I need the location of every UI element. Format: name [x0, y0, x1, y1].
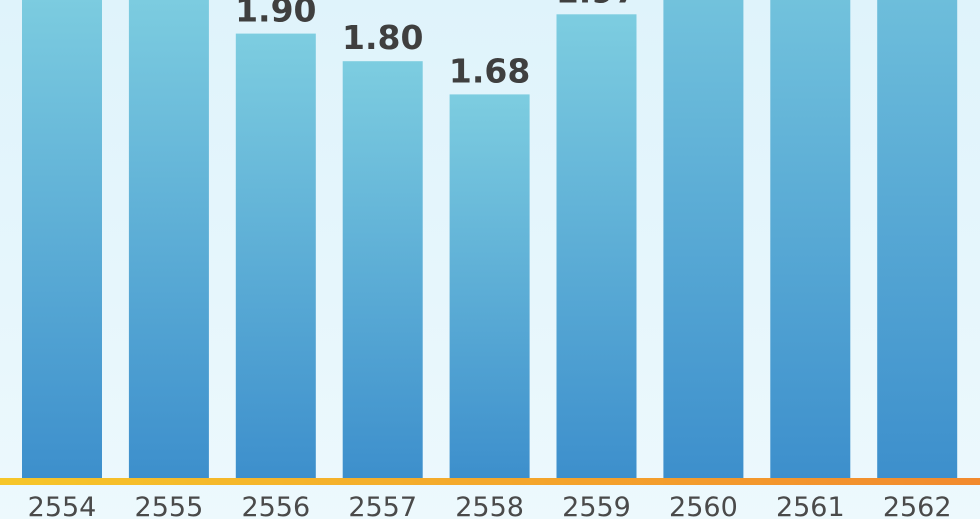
- x-tick-label-2557: 2557: [348, 492, 417, 519]
- bar-2558: [449, 94, 530, 479]
- x-tick-label-2554: 2554: [28, 492, 97, 519]
- bar-2556: [235, 33, 316, 478]
- x-axis-baseline: [0, 478, 980, 485]
- bar-2561: [770, 0, 851, 479]
- bar-2557: [342, 61, 423, 478]
- bar-2555: [128, 0, 209, 478]
- bars-group: [22, 0, 958, 479]
- value-labels-group: 2.062.051.901.801.681.972.392.402.59: [235, 0, 637, 90]
- bar-2559: [556, 14, 637, 479]
- value-label-2556: 1.90: [235, 0, 316, 30]
- x-tick-label-2559: 2559: [562, 492, 631, 519]
- bar-2560: [663, 0, 744, 478]
- bar-2562: [877, 0, 958, 478]
- value-label-2559: 1.97: [556, 0, 637, 10]
- x-tick-label-2556: 2556: [241, 492, 310, 519]
- x-tick-label-2560: 2560: [669, 492, 738, 519]
- x-tick-labels-group: 2554 2555 2556 2557 2558 2559 2560 2561 2562: [28, 492, 952, 519]
- value-label-2557: 1.80: [342, 18, 423, 57]
- bar-2554: [22, 0, 102, 478]
- value-label-2558: 1.68: [449, 51, 530, 90]
- x-tick-label-2561: 2561: [776, 492, 845, 519]
- x-tick-label-2562: 2562: [883, 492, 952, 519]
- x-tick-label-2558: 2558: [455, 492, 524, 519]
- x-tick-label-2555: 2555: [135, 492, 204, 519]
